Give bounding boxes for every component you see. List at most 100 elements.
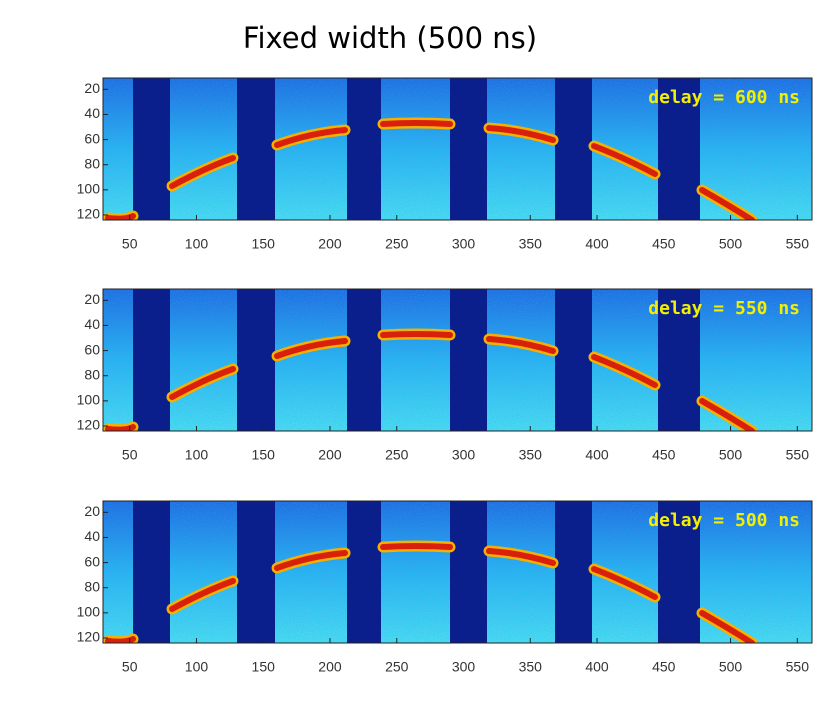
dark-band xyxy=(450,289,487,431)
y-tick-label: 20 xyxy=(84,80,100,96)
x-tick-label: 200 xyxy=(318,447,342,463)
y-tick-label: 100 xyxy=(77,604,101,620)
dark-band xyxy=(237,289,275,431)
signal-curve xyxy=(274,550,348,571)
y-tick-label: 20 xyxy=(84,291,100,307)
y-tick-label: 80 xyxy=(84,366,100,382)
y-tick-label: 120 xyxy=(77,629,101,645)
dark-band xyxy=(555,78,592,220)
figure-title: Fixed width (500 ns) xyxy=(243,21,537,55)
signal-curve xyxy=(169,366,236,400)
y-tick-label: 60 xyxy=(84,341,100,357)
signal-curve xyxy=(105,636,136,643)
signal-curve xyxy=(591,566,658,600)
annotation: delay = 550 ns xyxy=(648,298,800,319)
x-tick-label: 200 xyxy=(318,236,342,252)
signal-curve xyxy=(699,610,755,643)
dark-band xyxy=(133,501,170,643)
dark-band xyxy=(133,289,170,431)
dark-band xyxy=(555,501,592,643)
x-tick-label: 50 xyxy=(122,659,138,675)
signal-curve xyxy=(380,120,453,127)
y-tick-label: 80 xyxy=(84,578,100,594)
signal-curve xyxy=(486,336,556,354)
image-panel xyxy=(103,289,812,431)
x-tick-label: 150 xyxy=(252,659,276,675)
signal-curve xyxy=(699,187,755,220)
signal-curve xyxy=(169,155,236,189)
x-tick-label: 550 xyxy=(786,659,810,675)
signal-curve xyxy=(105,213,136,220)
signal-curve xyxy=(274,127,348,148)
x-tick-label: 50 xyxy=(122,236,138,252)
x-tick-label: 350 xyxy=(519,447,543,463)
y-tick-label: 60 xyxy=(84,553,100,569)
x-tick-label: 150 xyxy=(252,447,276,463)
x-tick-label: 500 xyxy=(719,659,743,675)
signal-curve xyxy=(380,543,453,550)
x-tick-label: 300 xyxy=(452,659,476,675)
annotation: delay = 600 ns xyxy=(648,87,800,108)
y-tick-label: 20 xyxy=(84,503,100,519)
dark-band xyxy=(555,289,592,431)
x-tick-label: 350 xyxy=(519,236,543,252)
dark-band xyxy=(658,501,700,643)
x-tick-label: 450 xyxy=(652,236,676,252)
x-tick-label: 400 xyxy=(585,236,609,252)
x-tick-label: 500 xyxy=(719,447,743,463)
signal-curve xyxy=(274,338,348,359)
y-tick-label: 100 xyxy=(77,181,101,197)
dark-band xyxy=(658,78,700,220)
signal-curve xyxy=(380,331,453,338)
image-frame xyxy=(102,500,813,644)
x-tick-label: 500 xyxy=(719,236,743,252)
x-tick-label: 250 xyxy=(385,659,409,675)
signal-curve xyxy=(486,125,556,143)
x-tick-label: 550 xyxy=(786,447,810,463)
dark-band xyxy=(450,501,487,643)
signal-curve xyxy=(591,143,658,177)
x-tick-label: 100 xyxy=(185,236,209,252)
dark-band xyxy=(237,78,275,220)
signal-curve xyxy=(105,424,136,431)
x-tick-label: 250 xyxy=(385,447,409,463)
y-tick-label: 40 xyxy=(84,105,100,121)
x-tick-label: 50 xyxy=(122,447,138,463)
x-tick-label: 400 xyxy=(585,659,609,675)
x-tick-label: 450 xyxy=(652,447,676,463)
x-tick-label: 100 xyxy=(185,659,209,675)
x-tick-label: 150 xyxy=(252,236,276,252)
annotation: delay = 500 ns xyxy=(648,510,800,531)
image-panel xyxy=(103,78,812,220)
signal-curve xyxy=(169,578,236,612)
y-tick-label: 60 xyxy=(84,130,100,146)
x-tick-label: 400 xyxy=(585,447,609,463)
signal-curve xyxy=(699,398,755,431)
y-tick-label: 80 xyxy=(84,155,100,171)
x-tick-label: 200 xyxy=(318,659,342,675)
y-tick-label: 120 xyxy=(77,417,101,433)
y-tick-label: 40 xyxy=(84,316,100,332)
dark-band xyxy=(658,289,700,431)
image-frame xyxy=(102,288,813,432)
x-tick-label: 450 xyxy=(652,659,676,675)
x-tick-label: 350 xyxy=(519,659,543,675)
image-panel xyxy=(103,501,812,643)
x-tick-label: 100 xyxy=(185,447,209,463)
x-tick-label: 300 xyxy=(452,447,476,463)
x-tick-label: 250 xyxy=(385,236,409,252)
y-tick-label: 40 xyxy=(84,528,100,544)
dark-band xyxy=(450,78,487,220)
dark-band xyxy=(347,289,381,431)
dark-band xyxy=(347,501,381,643)
y-tick-label: 120 xyxy=(77,206,101,222)
y-tick-label: 100 xyxy=(77,392,101,408)
dark-band xyxy=(237,501,275,643)
dark-band xyxy=(133,78,170,220)
x-tick-label: 550 xyxy=(786,236,810,252)
signal-curve xyxy=(591,354,658,388)
dark-band xyxy=(347,78,381,220)
x-tick-label: 300 xyxy=(452,236,476,252)
signal-curve xyxy=(486,548,556,566)
